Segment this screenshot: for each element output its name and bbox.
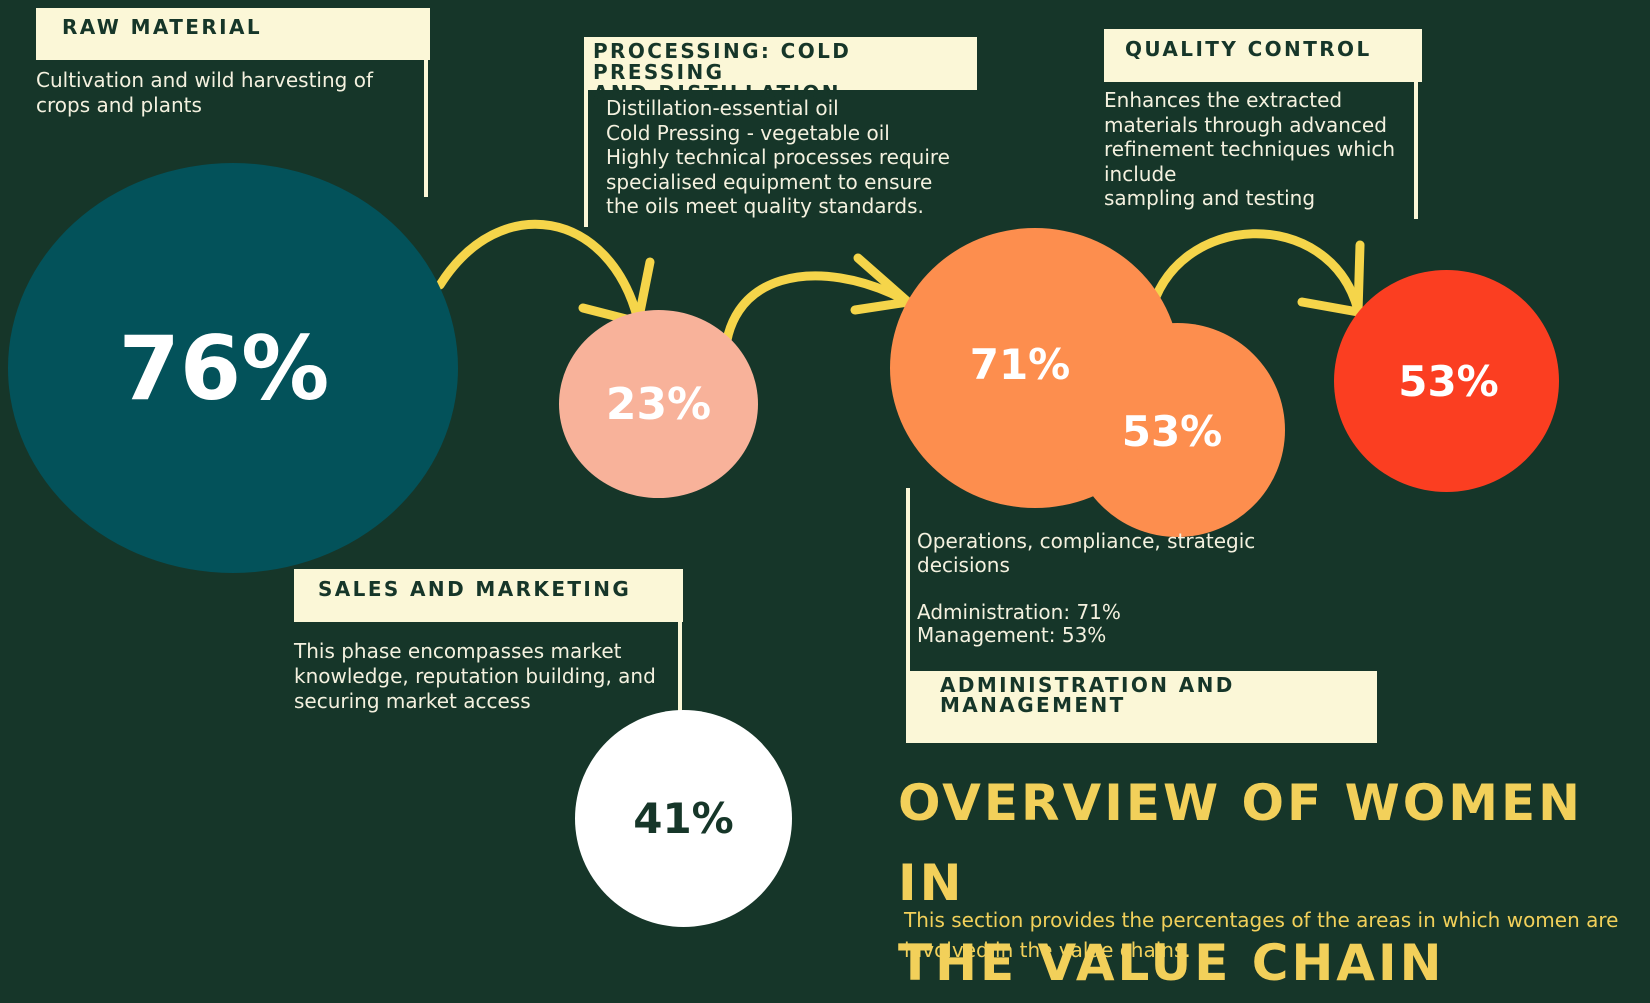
quality-control-connector — [1414, 82, 1418, 219]
administration-percent: 71% — [969, 340, 1071, 389]
raw-material-percent: 76% — [118, 316, 330, 420]
arrow-admin-to-quality — [1145, 229, 1365, 320]
quality-control-circle: 53% — [1334, 270, 1559, 492]
raw-material-connector — [424, 60, 428, 197]
page-subtitle: This section provides the percentages of… — [904, 908, 1619, 962]
sales-marketing-description: This phase encompasses market knowledge,… — [294, 639, 656, 713]
quality-control-label: QUALITY CONTROL — [1104, 29, 1422, 82]
raw-material-label: RAW MATERIAL — [36, 8, 430, 60]
arrow-processing-to-admin — [720, 253, 913, 375]
sales-marketing-circle: 41% — [575, 710, 792, 927]
page-title: OVERVIEW OF WOMEN IN THE VALUE CHAIN — [898, 774, 1584, 992]
processing-label: PROCESSING: COLD PRESSING AND DISTILLATI… — [584, 37, 977, 104]
processing-circle: 23% — [559, 310, 758, 498]
processing-connector — [584, 90, 588, 227]
management-percent: 53% — [1121, 407, 1223, 456]
admin-management-label: ADMINISTRATION AND MANAGEMENT — [906, 671, 1377, 743]
processing-description: Distillation-essential oil Cold Pressing… — [606, 96, 950, 218]
management-circle — [1070, 323, 1285, 537]
quality-control-description: Enhances the extracted materials through… — [1104, 88, 1396, 210]
admin-management-connector — [906, 488, 910, 743]
processing-percent: 23% — [605, 378, 712, 430]
sales-marketing-label: SALES AND MARKETING — [294, 569, 683, 622]
sales-marketing-connector — [678, 622, 682, 717]
sales-marketing-percent: 41% — [633, 794, 734, 843]
arrow-raw-to-processing — [435, 219, 655, 327]
admin-management-description: Operations, compliance, strategic decisi… — [917, 529, 1256, 647]
raw-material-description: Cultivation and wild harvesting of crops… — [36, 68, 373, 117]
raw-material-circle: 76% — [8, 163, 458, 573]
quality-control-percent: 53% — [1398, 356, 1499, 406]
